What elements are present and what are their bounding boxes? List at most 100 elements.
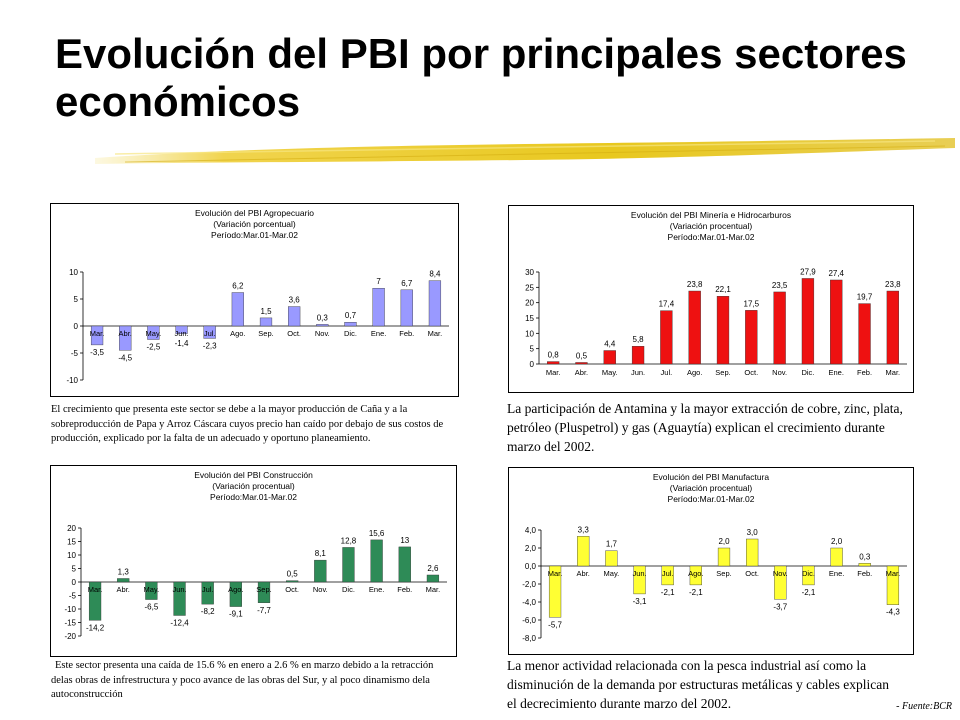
agro-bar [259, 317, 273, 327]
agro-bar [231, 292, 244, 327]
manufactura-bar [633, 565, 646, 595]
manufactura-y-tick-label: 0,0 [525, 562, 537, 571]
construccion-category-label: Jun. [172, 585, 186, 594]
agro-category-label: Feb. [399, 329, 414, 338]
agro-y-tick-label: 0 [74, 322, 79, 331]
agro-data-label: -2,5 [146, 343, 160, 352]
agro-chart-panel: Evolución del PBI Agropecuario (Variación… [50, 203, 459, 397]
manufactura-category-label: Ago. [688, 569, 703, 578]
slide-title: Evolución del PBI por principales sector… [55, 30, 907, 125]
construccion-category-label: Nov. [313, 585, 328, 594]
agro-description: El crecimiento que presenta este sector … [51, 404, 444, 444]
construccion-y-tick-label: -5 [69, 592, 77, 601]
construccion-category-label: Abr. [117, 585, 130, 594]
mineria-category-label: May. [602, 368, 618, 377]
mineria-bar [631, 346, 645, 365]
manufactura-category-label: Mar. [548, 569, 563, 578]
mineria-data-label: 0,5 [576, 351, 588, 360]
construccion-title-line: Período:Mar.01-Mar.02 [210, 492, 297, 502]
construccion-y-tick-label: 5 [72, 565, 77, 574]
mineria-category-label: Oct. [744, 368, 758, 377]
agro-bar [147, 325, 160, 340]
mineria-data-label: 5,8 [633, 335, 645, 344]
construccion-y-tick-label: -20 [64, 632, 76, 641]
construccion-bar [342, 547, 355, 583]
construccion-y-tick-label: 15 [67, 538, 76, 547]
construccion-data-label: -14,2 [86, 623, 105, 632]
construccion-bar [145, 581, 158, 600]
mineria-data-label: 27,4 [828, 269, 844, 278]
construccion-bar [88, 581, 102, 621]
mineria-data-label: 19,7 [857, 293, 873, 302]
agro-title-line: Período:Mar.01-Mar.02 [211, 230, 298, 240]
construccion-chart-panel: Evolución del PBI Construcción (Variación… [50, 465, 457, 657]
agro-category-label: Sep. [258, 329, 273, 338]
mineria-y-tick-label: 20 [525, 299, 534, 308]
manufactura-chart: Evolución del PBI Manufactura(Variación … [522, 472, 907, 643]
manufactura-data-label: -4,3 [886, 608, 900, 617]
agro-category-label: Ago. [230, 329, 245, 338]
mineria-category-label: Ago. [687, 368, 702, 377]
mineria-bar [547, 361, 560, 365]
mineria-category-label: Abr. [575, 368, 588, 377]
agro-bar [119, 325, 132, 351]
agro-y-tick-label: 10 [69, 268, 78, 277]
mineria-bar [603, 350, 616, 365]
mineria-bar [575, 362, 588, 365]
mineria-category-label: Ene. [829, 368, 844, 377]
construccion-data-label: -9,1 [229, 610, 243, 619]
construccion-bar [426, 574, 440, 583]
manufactura-y-tick-label: 2,0 [525, 544, 537, 553]
mineria-category-label: Feb. [857, 368, 872, 377]
mineria-bar [801, 278, 815, 365]
construccion-bar [201, 581, 214, 605]
agro-category-label: May. [146, 329, 162, 338]
agro-bar [428, 280, 442, 327]
mineria-title-line: Período:Mar.01-Mar.02 [668, 232, 755, 242]
mineria-data-label: 0,8 [548, 351, 560, 360]
mineria-y-tick-label: 30 [525, 268, 534, 277]
manufactura-y-tick-label: -4,0 [522, 598, 536, 607]
mineria-bar [830, 279, 843, 365]
agro-bar [344, 322, 357, 327]
manufactura-bar [746, 538, 759, 567]
agro-title-line: Evolución del PBI Agropecuario [195, 208, 314, 218]
manufactura-category-label: Abr. [577, 569, 590, 578]
agro-category-label: Abr. [119, 329, 132, 338]
mineria-bar [858, 303, 871, 365]
construccion-y-tick-label: 0 [72, 578, 77, 587]
construccion-y-tick-label: 20 [67, 524, 76, 533]
mineria-category-label: Dic. [801, 368, 814, 377]
construccion-title-line: (Variación procentual) [212, 481, 295, 491]
construccion-description: Este sector presenta una caída de 15.6 %… [51, 660, 434, 700]
mineria-bar [886, 290, 899, 365]
manufactura-title-line: Período:Mar.01-Mar.02 [668, 494, 755, 504]
construccion-y-tick-label: -10 [64, 605, 76, 614]
mineria-category-label: Jun. [631, 368, 645, 377]
construccion-data-label: -6,5 [144, 603, 158, 612]
agro-category-label: Dic. [344, 329, 357, 338]
mineria-category-label: Jul. [661, 368, 673, 377]
manufactura-y-tick-label: -6,0 [522, 616, 536, 625]
construccion-category-label: Dic. [342, 585, 355, 594]
construccion-category-label: Feb. [397, 585, 412, 594]
construccion-bar [314, 559, 327, 583]
agro-category-label: Mar. [428, 329, 443, 338]
agro-category-label: Mar. [90, 329, 105, 338]
manufactura-bar [886, 565, 900, 605]
agro-data-label: 6,2 [232, 282, 244, 291]
manufactura-data-label: 0,3 [859, 552, 871, 561]
construccion-data-label: -8,2 [201, 607, 215, 616]
mineria-bar [660, 310, 673, 365]
agro-data-label: 1,5 [260, 307, 272, 316]
agro-title-line: (Variación porcentual) [213, 219, 296, 229]
manufactura-title-line: (Variación procentual) [670, 483, 753, 493]
construccion-bar [117, 578, 130, 583]
agro-bar [203, 325, 216, 339]
manufactura-category-label: Oct. [745, 569, 759, 578]
manufactura-chart-panel: Evolución del PBI Manufactura (Variación … [508, 467, 914, 655]
mineria-data-label: 17,5 [744, 299, 760, 308]
manufactura-bar [548, 565, 562, 618]
mineria-data-label: 22,1 [715, 285, 731, 294]
agro-data-label: 0,7 [345, 311, 357, 320]
